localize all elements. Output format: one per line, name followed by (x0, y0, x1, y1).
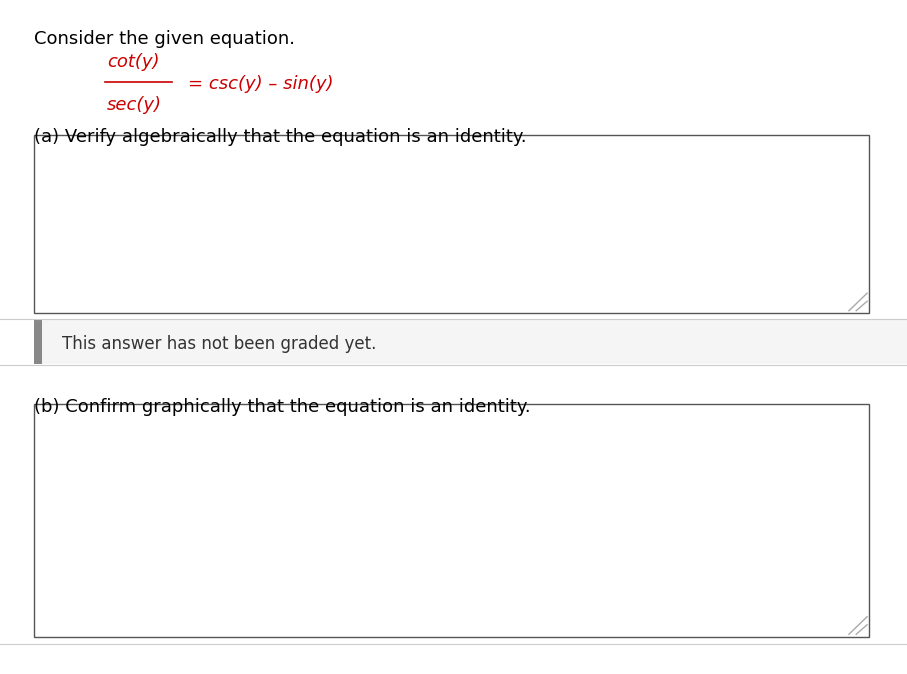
Text: (b) Confirm graphically that the equation is an identity.: (b) Confirm graphically that the equatio… (34, 398, 532, 416)
FancyBboxPatch shape (34, 404, 869, 637)
Text: This answer has not been graded yet.: This answer has not been graded yet. (62, 335, 376, 353)
Text: Consider the given equation.: Consider the given equation. (34, 30, 296, 49)
Text: sec(y): sec(y) (107, 96, 162, 114)
Text: = csc(y) – sin(y): = csc(y) – sin(y) (188, 75, 333, 93)
Text: (a) Verify algebraically that the equation is an identity.: (a) Verify algebraically that the equati… (34, 128, 527, 146)
FancyBboxPatch shape (42, 320, 907, 364)
Text: cot(y): cot(y) (107, 53, 160, 71)
FancyBboxPatch shape (34, 320, 42, 364)
FancyBboxPatch shape (34, 135, 869, 313)
